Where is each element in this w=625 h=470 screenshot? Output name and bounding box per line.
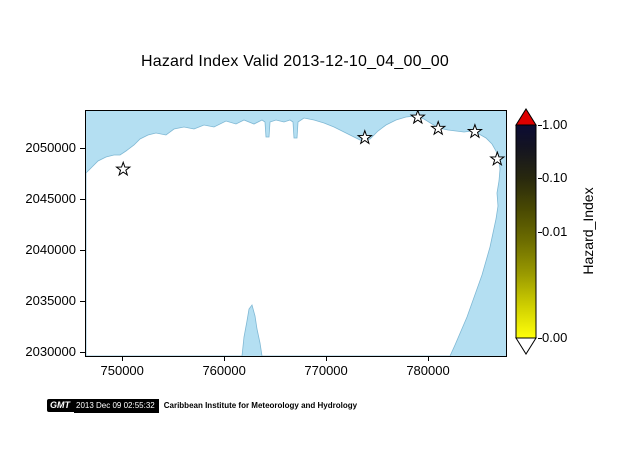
x-tick [122,356,124,361]
x-tick-label: 770000 [304,363,348,378]
colorbar-tick [538,178,542,180]
colorbar [515,108,537,355]
x-tick-label: 780000 [406,363,450,378]
star-marker [430,119,447,136]
y-tick [80,147,85,149]
colorbar-title-text: Hazard_Index [580,187,596,275]
page-title: Hazard Index Valid 2013-12-10_04_00_00 [141,53,449,70]
colorbar-top-arrow-icon [515,108,537,126]
colorbar-tick-label: 0.10 [542,170,568,186]
colorbar-tick [538,338,542,339]
colorbar-tick [538,125,542,126]
gmt-logo: GMT [47,399,74,412]
y-tick [80,300,85,302]
x-tick [428,356,430,361]
y-tick-label: 2035000 [25,292,76,308]
y-tick-label: 2045000 [25,190,76,206]
y-tick [80,249,85,251]
x-tick [224,356,226,361]
y-tick-label: 2050000 [25,139,76,155]
island-landmass [86,115,501,356]
colorbar-bottom-arrow-icon [515,337,537,355]
y-tick [80,351,85,353]
star-marker [466,123,484,139]
x-tick-label: 750000 [100,363,144,378]
colorbar-tick [538,231,542,233]
colorbar-tick-label: 1.00 [542,117,568,132]
y-tick-label: 2040000 [25,241,76,257]
station-markers [115,111,506,177]
star-marker [489,150,506,166]
colorbar-tick-label: 0.01 [542,223,568,239]
gmt-footer: GMT 2013 Dec 09 02:55:32 Caribbean Insti… [47,398,358,413]
colorbar-gradient [515,124,537,339]
gmt-timestamp: 2013 Dec 09 02:55:32 [74,398,159,413]
x-tick [326,356,328,361]
credit-text: Caribbean Institute for Meteorology and … [163,401,358,410]
y-tick [80,198,85,200]
hazard-map [86,111,506,356]
map-frame [85,110,507,357]
star-marker [115,160,132,177]
star-marker [409,111,426,125]
star-marker [356,129,373,145]
x-tick-label: 760000 [202,363,246,378]
y-tick-label: 2030000 [25,343,76,359]
colorbar-tick-label: 0.00 [542,330,568,345]
